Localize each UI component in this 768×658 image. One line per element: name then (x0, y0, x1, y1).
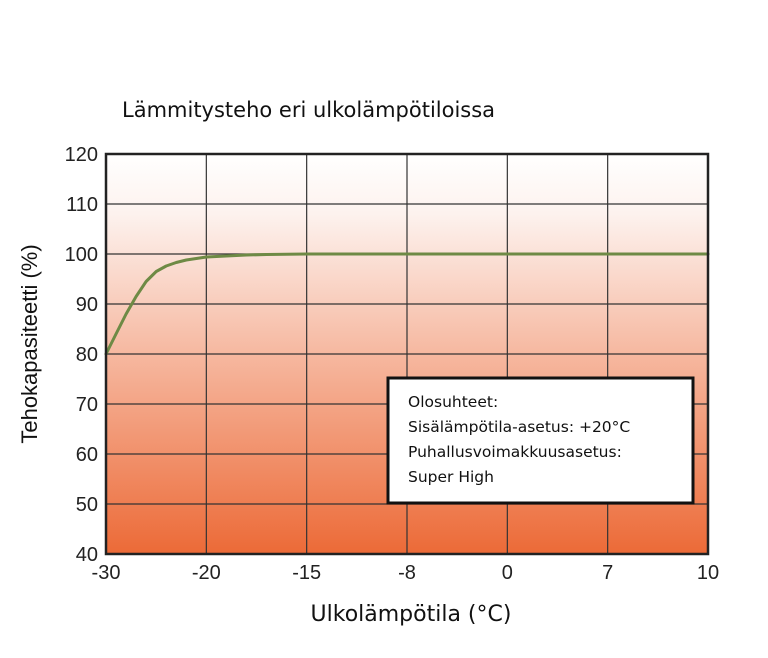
conditions-box: Olosuhteet: Sisälämpötila-asetus: +20°C … (386, 376, 695, 505)
y-axis-ticks: 40 50 60 70 80 90 100 110 120 (65, 144, 98, 566)
x-tick-label: 10 (697, 562, 719, 584)
y-tick-label: 60 (76, 444, 98, 466)
conditions-fan-setting-label: Puhallusvoimakkuusasetus: (408, 443, 622, 461)
y-tick-label: 70 (76, 394, 98, 416)
x-tick-label: -20 (192, 562, 221, 584)
x-tick-label: -15 (292, 562, 321, 584)
y-tick-label: 110 (66, 194, 98, 216)
capacity-line (104, 252, 710, 356)
y-tick-label: 90 (76, 294, 98, 316)
conditions-box-frame (386, 376, 695, 505)
x-axis-ticks: -30 -20 -15 -8 0 7 10 (92, 562, 720, 584)
x-tick-label: -30 (92, 562, 121, 584)
y-tick-label: 80 (76, 344, 98, 366)
x-tick-label: 0 (502, 562, 513, 584)
conditions-fan-setting-value: Super High (408, 468, 494, 486)
y-axis-label: Tehokapasiteetti (%) (17, 244, 42, 443)
conditions-heading: Olosuhteet: (408, 393, 498, 411)
y-tick-label: 100 (65, 244, 98, 266)
x-axis-label: Ulkolämpötila (°C) (311, 602, 512, 627)
y-tick-label: 50 (76, 494, 98, 516)
conditions-indoor-setting: Sisälämpötila-asetus: +20°C (408, 418, 630, 436)
plot-border (104, 152, 710, 556)
y-tick-label: 120 (65, 144, 98, 166)
x-tick-label: -8 (398, 562, 416, 584)
chart-title: Lämmitysteho eri ulkolämpötiloissa (122, 98, 495, 122)
y-tick-label: 40 (76, 544, 98, 566)
x-tick-label: 7 (602, 562, 613, 584)
